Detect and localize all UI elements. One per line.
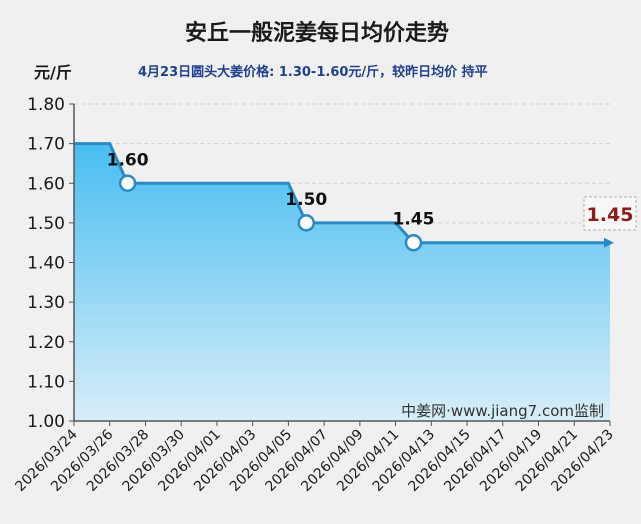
y-unit-label: 元/斤 — [34, 63, 72, 82]
y-tick-label: 1.30 — [27, 293, 65, 313]
price-marker — [404, 233, 423, 252]
y-tick-label: 1.40 — [27, 254, 65, 274]
price-marker — [118, 174, 137, 192]
last-value-label: 1.45 — [587, 204, 634, 226]
y-tick-labels: 1.00 1.10 1.20 1.30 1.40 1.50 1.60 1.70 1.80 — [27, 95, 65, 432]
price-marker-label: 1.45 — [392, 210, 434, 230]
last-value-box — [583, 196, 637, 231]
watermark: 中姜网·www.jiang7.com监制 — [401, 402, 604, 420]
y-tick-label: 1.70 — [27, 135, 65, 155]
price-marker-label: 1.60 — [107, 150, 149, 170]
y-tick-label: 1.50 — [27, 214, 65, 234]
axes — [69, 103, 611, 426]
x-tick-labels: 2026/03/242026/03/262026/03/282026/03/30… — [12, 426, 616, 494]
y-tick-label: 1.20 — [27, 333, 65, 353]
price-markers: 1.60 1.50 1.45 — [107, 150, 434, 252]
y-tick-label: 1.80 — [27, 95, 65, 115]
y-tick-label: 1.00 — [27, 412, 65, 432]
price-area-series — [74, 142, 614, 421]
price-marker — [297, 214, 316, 232]
chart-subtitle: 4月23日圆头大姜价格: 1.30-1.60元/斤，较昨日均价 持平 — [138, 64, 488, 80]
chart-title: 安丘一般泥姜每日均价走势 — [185, 20, 449, 46]
price-marker-label: 1.50 — [285, 190, 327, 210]
price-area-fill — [74, 143, 610, 421]
y-tick-label: 1.10 — [27, 372, 65, 392]
y-tick-label: 1.60 — [27, 174, 65, 194]
last-value-callout: 1.45 — [583, 196, 637, 231]
